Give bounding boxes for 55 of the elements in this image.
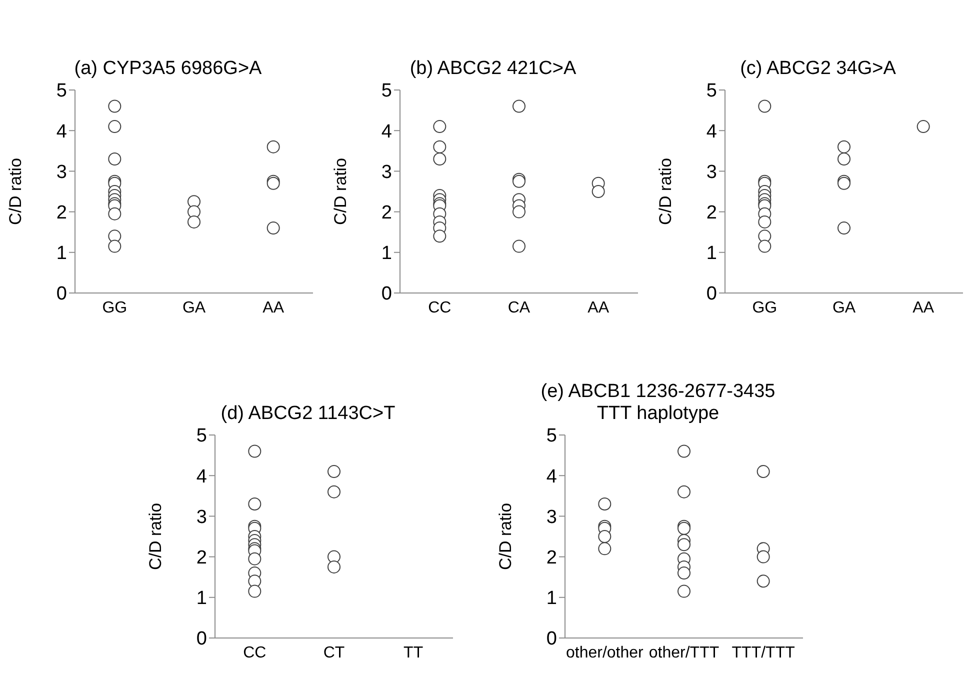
y-tick-label: 0	[56, 284, 67, 305]
y-tick-label: 1	[546, 588, 557, 610]
x-tick-label: CT	[323, 644, 345, 662]
x-tick-label: GA	[182, 299, 206, 316]
y-axis-title: C/D ratio	[331, 158, 350, 226]
x-tick-label: AA	[262, 299, 284, 316]
x-tick-label: other/TTT	[648, 644, 720, 662]
x-tick-label: GA	[832, 299, 856, 316]
y-tick-label: 5	[196, 426, 207, 447]
y-axis-title: C/D ratio	[656, 158, 676, 226]
x-tick-label: CA	[508, 299, 530, 316]
chart-title: (b) ABCG2 421C>A	[410, 58, 576, 80]
y-tick-label: 0	[706, 284, 717, 305]
y-tick-label: 2	[381, 202, 392, 224]
y-tick-label: 2	[546, 548, 557, 569]
y-tick-label: 0	[196, 628, 207, 650]
y-tick-label: 2	[196, 548, 207, 569]
x-tick-label: GG	[102, 299, 128, 316]
y-tick-label: 4	[546, 466, 558, 488]
y-tick-label: 2	[56, 202, 67, 224]
y-axis-title: C/D ratio	[6, 158, 26, 226]
y-tick-label: 3	[56, 162, 67, 183]
y-tick-label: 3	[706, 162, 717, 183]
y-tick-label: 4	[381, 121, 392, 142]
y-tick-label: 4	[196, 466, 208, 488]
y-tick-label: 5	[706, 80, 717, 102]
x-tick-label: AA	[912, 299, 934, 316]
y-tick-label: 3	[196, 506, 207, 528]
y-tick-label: 5	[546, 426, 557, 447]
x-tick-label: other/other	[566, 644, 644, 662]
x-tick-label: GG	[752, 299, 778, 316]
x-tick-label: AA	[588, 299, 610, 316]
y-tick-label: 4	[56, 121, 68, 142]
y-tick-label: 3	[546, 506, 557, 528]
y-tick-label: 5	[56, 80, 67, 102]
x-tick-label: CC	[428, 299, 452, 316]
y-tick-label: 4	[706, 121, 718, 142]
y-tick-label: 5	[381, 80, 392, 102]
y-tick-label: 1	[381, 243, 392, 264]
y-tick-label: 0	[381, 284, 392, 305]
y-tick-label: 1	[706, 243, 717, 264]
y-tick-label: 1	[56, 243, 67, 264]
y-tick-label: 2	[706, 202, 717, 224]
chart-title: (c) ABCG2 34G>A	[740, 58, 896, 80]
x-tick-label: CC	[243, 644, 266, 662]
y-tick-label: 1	[196, 588, 207, 610]
y-axis-title: C/D ratio	[496, 502, 516, 570]
y-tick-label: 0	[546, 628, 557, 650]
y-axis-title: C/D ratio	[146, 502, 166, 570]
x-tick-label: TT	[404, 644, 424, 662]
y-tick-label: 3	[381, 162, 392, 183]
chart-title: (a) CYP3A5 6986G>A	[74, 58, 262, 80]
chart-title: (d) ABCG2 1143C>T	[220, 403, 396, 425]
chart-title: (e) ABCB1 1236-2677-3435 TTT haplotype	[540, 381, 776, 425]
x-tick-label: TTT/TTT	[732, 644, 796, 662]
